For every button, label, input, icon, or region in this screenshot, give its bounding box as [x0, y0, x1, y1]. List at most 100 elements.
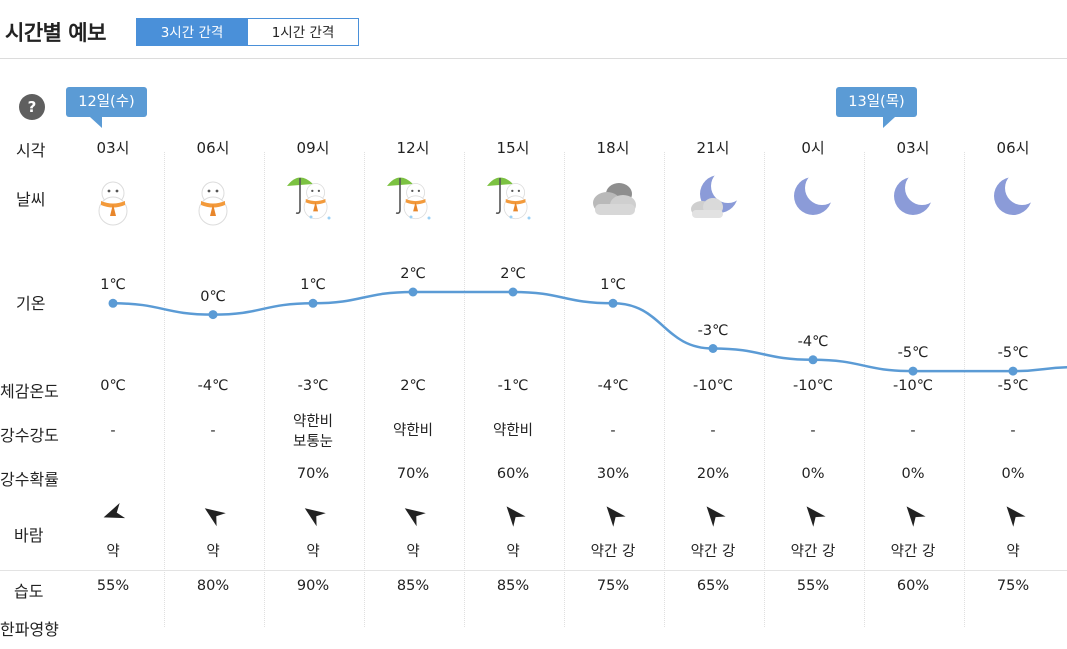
snowman-icon	[83, 168, 143, 228]
temperature-point	[708, 344, 718, 353]
wind-strength: 약간 강	[690, 544, 736, 560]
wind-strength: 약	[1006, 544, 1020, 560]
hour-label: 12시	[396, 139, 430, 157]
feels-like-value: 0℃	[100, 378, 126, 394]
feels-like-value: -4℃	[597, 378, 629, 394]
column-separator	[864, 152, 865, 627]
help-icon[interactable]: ?	[19, 94, 45, 120]
temperature-point	[208, 310, 218, 320]
column-separator	[164, 152, 165, 627]
cloud-icon	[583, 168, 643, 228]
precip-probability: 70%	[296, 466, 330, 482]
temperature-point	[608, 298, 618, 308]
wind-strength: 약	[306, 544, 320, 560]
page-title: 시간별 예보	[5, 21, 106, 45]
wind-direction-icon	[998, 499, 1029, 530]
temperature-point	[508, 287, 518, 297]
precip-probability: 0%	[801, 466, 825, 482]
humidity-value: 85%	[396, 578, 430, 594]
wind-direction-icon	[198, 499, 229, 530]
precip-intensity: 약한비 보통눈	[292, 414, 334, 450]
wind-strength: 약	[406, 544, 420, 560]
temp-label: 1℃	[600, 277, 626, 294]
precip-intensity: -	[910, 423, 916, 439]
temp-label: -4℃	[797, 333, 829, 350]
feels-like-value: -10℃	[693, 378, 733, 394]
feels-like-value: -3℃	[297, 378, 329, 394]
hour-label: 06시	[996, 139, 1030, 157]
wind-strength: 약간 강	[890, 544, 936, 560]
column-separator	[464, 152, 465, 627]
temperature-point	[408, 287, 418, 297]
umbrella-snowman-icon	[283, 168, 343, 228]
precip-probability: 0%	[901, 466, 925, 482]
humidity-divider	[0, 570, 1067, 571]
row-label-temp: 기온	[16, 294, 46, 313]
precip-probability: 60%	[496, 466, 530, 482]
wind-direction-icon	[798, 499, 829, 530]
column-separator	[664, 152, 665, 627]
hour-label: 06시	[196, 139, 230, 157]
hour-label: 21시	[696, 139, 730, 157]
umbrella-snowman-icon	[483, 168, 543, 228]
precip-intensity: 약한비	[392, 423, 434, 439]
column-separator	[364, 152, 365, 627]
moon-icon	[983, 168, 1043, 228]
row-label-precip-amount: 강수강도	[0, 426, 59, 445]
precip-intensity: -	[1010, 423, 1016, 439]
wind-direction-icon	[398, 499, 429, 530]
humidity-value: 65%	[696, 578, 730, 594]
humidity-value: 75%	[996, 578, 1030, 594]
temperature-point	[808, 355, 818, 365]
moon-icon	[883, 168, 943, 228]
temp-label: 0℃	[200, 288, 226, 305]
hour-label: 18시	[596, 139, 630, 157]
row-label-time: 시각	[16, 141, 46, 160]
humidity-value: 55%	[96, 578, 130, 594]
precip-intensity: 약한비	[492, 423, 534, 439]
column-separator	[964, 152, 965, 627]
precip-intensity: -	[810, 423, 816, 439]
date-flag-today: 12일(수)	[66, 87, 147, 128]
hour-label: 0시	[801, 139, 825, 157]
temperature-point	[908, 366, 918, 376]
moon-icon	[783, 168, 843, 228]
wind-direction-icon	[598, 499, 629, 530]
temp-label: -3℃	[697, 322, 729, 339]
precip-probability: 20%	[696, 466, 730, 482]
temp-label: -5℃	[897, 345, 929, 362]
hour-label: 09시	[296, 139, 330, 157]
wind-direction-icon	[698, 499, 729, 530]
precip-intensity: -	[110, 423, 116, 439]
wind-direction-icon	[298, 499, 329, 530]
wind-strength: 약	[206, 544, 220, 560]
row-label-feels: 체감온도	[0, 382, 59, 401]
row-label-weather: 날씨	[16, 190, 46, 209]
column-separator	[764, 152, 765, 627]
wind-strength: 약간 강	[790, 544, 836, 560]
interval-tabs: 3시간 간격 1시간 간격	[136, 18, 359, 46]
feels-like-value: -1℃	[497, 378, 529, 394]
row-label-cold-wave: 한파영향	[0, 620, 59, 639]
precip-probability: 30%	[596, 466, 630, 482]
humidity-value: 60%	[896, 578, 930, 594]
hour-label: 15시	[496, 139, 530, 157]
humidity-value: 75%	[596, 578, 630, 594]
row-label-precip-prob: 강수확률	[0, 470, 59, 489]
precip-intensity: -	[210, 423, 216, 439]
humidity-value: 90%	[296, 578, 330, 594]
tab-3-hour[interactable]: 3시간 간격	[136, 18, 248, 46]
wind-strength: 약	[506, 544, 520, 560]
feels-like-value: -5℃	[997, 378, 1029, 394]
wind-strength: 약	[106, 544, 120, 560]
wind-strength: 약간 강	[590, 544, 636, 560]
snowman-icon	[183, 168, 243, 228]
humidity-value: 80%	[196, 578, 230, 594]
feels-like-value: 2℃	[400, 378, 426, 394]
temp-label: -5℃	[997, 345, 1029, 362]
tab-1-hour[interactable]: 1시간 간격	[248, 18, 359, 46]
column-separator	[264, 152, 265, 627]
feels-like-value: -10℃	[793, 378, 833, 394]
row-label-wind: 바람	[14, 526, 44, 545]
precip-intensity: -	[610, 423, 616, 439]
